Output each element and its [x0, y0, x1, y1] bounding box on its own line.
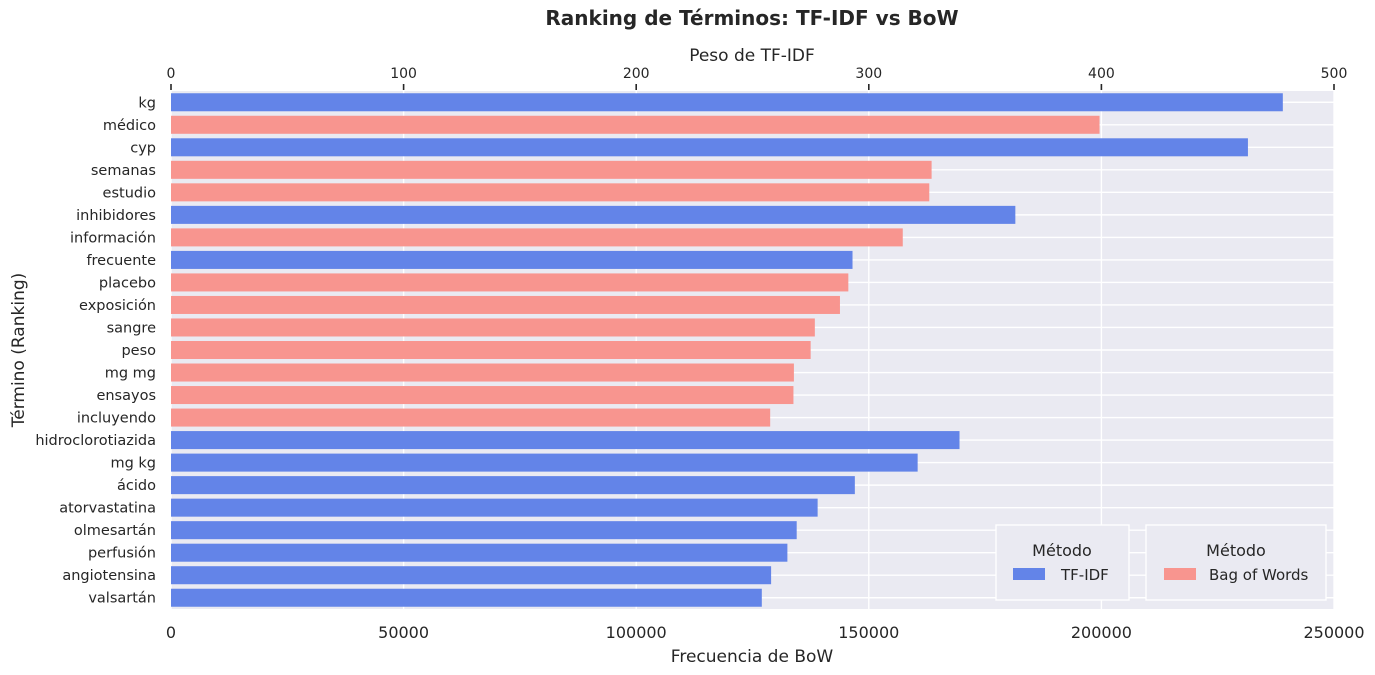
category-label-11: peso — [121, 343, 156, 359]
bottom-tick-label-2: 100000 — [606, 623, 667, 642]
bottom-tick-label-4: 200000 — [1071, 623, 1132, 642]
category-label-0: kg — [138, 95, 156, 111]
category-label-15: hidroclorotiazida — [35, 433, 156, 449]
category-label-4: estudio — [103, 185, 157, 201]
bar-tfidf-20 — [171, 543, 788, 562]
chart-title: Ranking de Términos: TF-IDF vs BoW — [545, 6, 958, 30]
bar-bow-8 — [171, 273, 849, 292]
top-tick-label-1: 100 — [390, 66, 417, 82]
bottom-tick-label-3: 150000 — [838, 623, 899, 642]
legend-bow-frame — [1145, 524, 1327, 601]
category-label-7: frecuente — [86, 253, 156, 269]
category-label-6: información — [70, 230, 156, 246]
top-tick-label-3: 300 — [855, 66, 882, 82]
legend-tfidf-frame — [995, 524, 1130, 601]
legend-tfidf-swatch — [1013, 568, 1045, 580]
legend-tfidf: Método TF-IDF — [995, 524, 1130, 601]
category-label-22: valsartán — [88, 591, 156, 607]
bar-tfidf-17 — [171, 476, 855, 495]
bottom-tick-label-5: 250000 — [1303, 623, 1364, 642]
bar-tfidf-22 — [171, 588, 762, 607]
top-tick-label-5: 500 — [1321, 66, 1348, 82]
category-label-19: olmesartán — [74, 523, 156, 539]
legend-bow-title: Método — [1206, 541, 1266, 560]
category-label-14: incluyendo — [77, 411, 156, 427]
legend-bow-label: Bag of Words — [1209, 566, 1309, 584]
ticks-layer: 0 50000 100000 150000 200000 250000 0 100 200 300… — [166, 66, 1365, 642]
bar-bow-1 — [171, 115, 1100, 134]
legend-tfidf-label: TF-IDF — [1060, 566, 1109, 584]
legend-bow: Método Bag of Words — [1145, 524, 1327, 601]
bar-tfidf-2 — [171, 138, 1248, 157]
category-label-16: mg kg — [110, 456, 156, 472]
bar-bow-6 — [171, 228, 903, 247]
category-label-3: semanas — [91, 163, 156, 179]
category-label-13: ensayos — [96, 388, 156, 404]
bottom-axis-title: Frecuencia de BoW — [671, 647, 834, 667]
bar-tfidf-19 — [171, 521, 797, 540]
y-axis-title: Término (Ranking) — [9, 273, 29, 429]
category-label-2: cyp — [130, 140, 156, 156]
bar-bow-14 — [171, 408, 771, 427]
top-tick-label-2: 200 — [623, 66, 650, 82]
bar-bow-3 — [171, 160, 932, 179]
top-tick-label-0: 0 — [167, 66, 176, 82]
bar-tfidf-21 — [171, 566, 772, 585]
top-tick-label-4: 400 — [1088, 66, 1115, 82]
category-label-9: exposición — [79, 298, 156, 314]
bar-bow-10 — [171, 318, 815, 337]
bar-bow-12 — [171, 363, 794, 382]
bar-tfidf-7 — [171, 250, 853, 269]
bottom-tick-label-0: 0 — [166, 623, 176, 642]
category-label-10: sangre — [107, 320, 156, 336]
bar-tfidf-18 — [171, 498, 818, 517]
bar-bow-11 — [171, 340, 811, 360]
bar-bow-4 — [171, 183, 930, 202]
category-label-12: mg mg — [105, 366, 156, 382]
category-label-21: angiotensina — [62, 568, 156, 584]
category-label-1: médico — [103, 118, 156, 134]
bar-bow-13 — [171, 386, 794, 405]
category-label-18: atorvastatina — [59, 501, 156, 517]
bar-tfidf-5 — [171, 205, 1016, 224]
bars-layer — [171, 93, 1283, 607]
category-labels: kg médico cyp semanas estudio inhibidores info… — [35, 95, 156, 606]
bottom-tick-label-1: 50000 — [378, 623, 429, 642]
category-label-5: inhibidores — [76, 208, 156, 224]
legend-bow-swatch — [1164, 568, 1196, 580]
bar-tfidf-16 — [171, 453, 918, 472]
category-label-20: perfusión — [88, 546, 156, 562]
category-label-8: placebo — [99, 275, 156, 291]
top-axis-title: Peso de TF-IDF — [689, 46, 815, 66]
bar-bow-9 — [171, 295, 840, 314]
bar-tfidf-15 — [171, 431, 960, 450]
category-label-17: ácido — [117, 478, 156, 494]
legend-tfidf-title: Método — [1032, 541, 1092, 560]
bar-tfidf-0 — [171, 93, 1283, 112]
